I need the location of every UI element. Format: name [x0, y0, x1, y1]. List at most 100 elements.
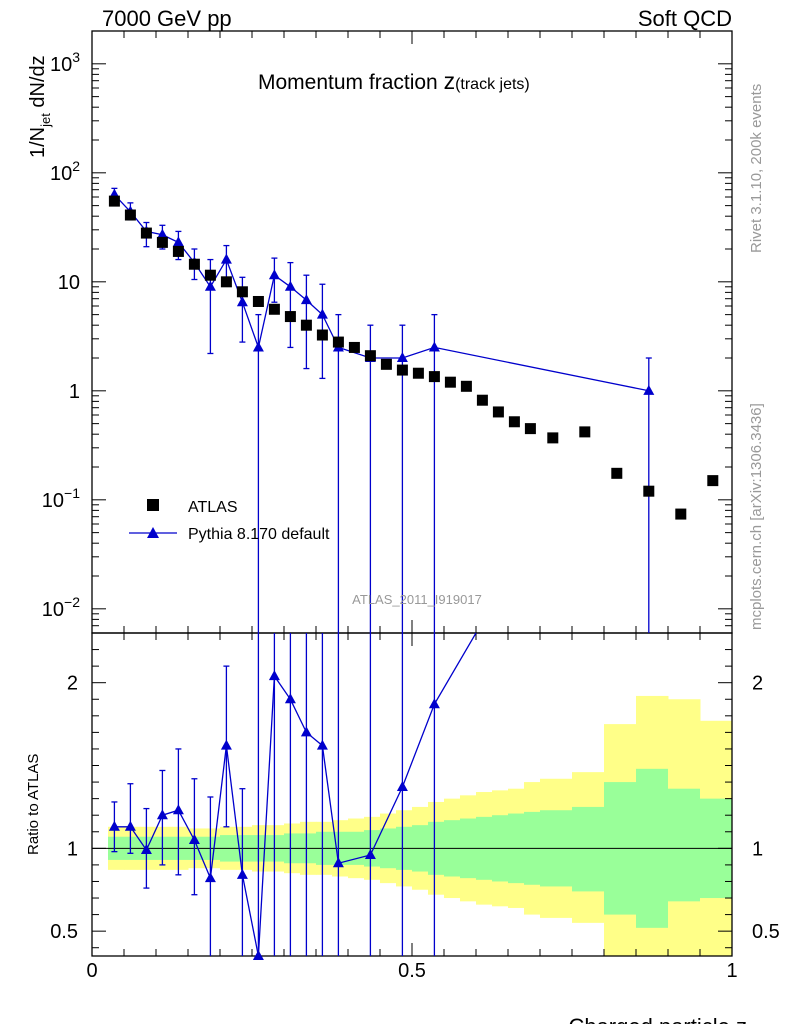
ratio-point	[124, 820, 136, 831]
pythia-point	[220, 253, 232, 264]
atlas-point	[524, 423, 536, 435]
ratio-point	[156, 809, 168, 820]
atlas-point	[284, 311, 296, 323]
atlas-point	[188, 258, 200, 270]
atlas-point	[140, 227, 152, 239]
atlas-point	[236, 286, 248, 298]
pythia-point	[172, 236, 184, 247]
ratio-point	[108, 820, 120, 831]
legend-atlas-label: ATLAS	[188, 499, 238, 516]
pythia-point	[316, 308, 328, 319]
pythia-point	[643, 384, 655, 395]
ratio-point	[428, 698, 440, 709]
atlas-point	[268, 303, 280, 315]
y-axis-label-main: 1/Njet dN/dz	[27, 55, 53, 158]
pythia-point	[396, 352, 408, 363]
band-inner-bin	[572, 806, 605, 892]
y-axis-label-ratio: Ratio to ATLAS	[25, 754, 42, 855]
atlas-point	[220, 276, 232, 288]
atlas-point	[396, 364, 408, 376]
atlas-point	[707, 475, 719, 487]
ratio-point	[284, 693, 296, 704]
pythia-point	[428, 341, 440, 352]
legend-pythia-marker	[147, 527, 159, 538]
atlas-point	[460, 380, 472, 392]
legend-atlas-marker	[147, 499, 159, 511]
y-tick-label-main: 10−2	[42, 594, 80, 621]
x-axis-label: Charged particle z	[568, 1014, 747, 1024]
y-tick-label-ratio-left: 0.5	[50, 921, 78, 943]
ratio-point	[364, 848, 376, 859]
atlas-point	[675, 508, 687, 520]
ratio-point	[220, 739, 232, 750]
ratio-point	[316, 739, 328, 750]
ratio-point	[300, 726, 312, 737]
y-tick-label-main: 10−1	[42, 485, 80, 512]
y-tick-label-ratio-right: 1	[752, 838, 763, 860]
y-tick-label-ratio-left: 1	[67, 838, 78, 860]
atlas-point	[204, 269, 216, 281]
atlas-point	[508, 416, 520, 428]
ratio-series	[108, 632, 477, 960]
pythia-point	[300, 294, 312, 305]
atlas-point	[611, 467, 623, 479]
ratio-point	[140, 843, 152, 854]
pythia-point	[156, 228, 168, 239]
ratio-point	[268, 670, 280, 681]
atlas-point	[124, 209, 136, 221]
y-tick-label-main: 103	[50, 49, 80, 76]
atlas-point	[412, 367, 424, 379]
ratio-point	[204, 872, 216, 883]
x-tick-label: 0	[86, 960, 97, 982]
ratio-point	[252, 950, 264, 960]
atlas-point	[444, 376, 456, 388]
energy-label: 7000 GeV pp	[102, 6, 232, 31]
atlas-point	[252, 295, 264, 307]
atlas-point	[332, 336, 344, 348]
ratio-point	[172, 804, 184, 815]
category-label: Soft QCD	[637, 6, 732, 31]
analysis-watermark: ATLAS_2011_I919017	[352, 592, 482, 607]
atlas-series	[108, 195, 719, 520]
band-inner-bin	[668, 788, 701, 902]
plot-title: Momentum fraction z(track jets)	[258, 68, 530, 94]
atlas-point	[380, 358, 392, 370]
atlas-point	[547, 432, 559, 444]
atlas-point	[172, 245, 184, 257]
legend: ATLAS Pythia 8.170 default	[129, 499, 330, 543]
x-tick-label: 1	[726, 960, 737, 982]
y-tick-label-ratio-right: 2	[752, 673, 763, 695]
atlas-point	[108, 195, 120, 207]
y-tick-label-main: 10	[58, 272, 80, 294]
pythia-point	[268, 269, 280, 280]
pythia-point	[204, 280, 216, 291]
atlas-point	[476, 394, 488, 406]
axis-ticks: 0 0.5 1 10−2 10−1 1 10 102 103 0.5 0.5 1 1 2 2	[42, 30, 780, 982]
atlas-point	[348, 341, 360, 353]
ratio-point	[236, 868, 248, 879]
atlas-point	[156, 236, 168, 248]
y-tick-label-ratio-left: 2	[67, 673, 78, 695]
y-tick-label-main: 1	[69, 381, 80, 403]
pythia-series	[108, 187, 655, 633]
y-tick-label-main: 102	[50, 158, 80, 185]
pythia-point	[252, 341, 264, 352]
atlas-point	[364, 350, 376, 362]
ratio-point	[332, 857, 344, 868]
ratio-uncertainty-band	[108, 695, 733, 956]
x-tick-label: 0.5	[398, 960, 426, 982]
ratio-line	[114, 632, 477, 957]
rivet-label: Rivet 3.1.10, 200k events	[748, 84, 765, 253]
y-tick-label-ratio-right: 0.5	[752, 921, 780, 943]
pythia-point	[236, 296, 248, 307]
atlas-point	[300, 319, 312, 331]
legend-pythia-label: Pythia 8.170 default	[188, 526, 330, 543]
atlas-point	[643, 485, 655, 497]
mcplots-label: mcplots.cern.ch [arXiv:1306.3436]	[748, 403, 765, 630]
atlas-point	[579, 426, 591, 438]
atlas-point	[316, 329, 328, 341]
ratio-point	[188, 834, 200, 845]
ratio-point	[396, 781, 408, 792]
atlas-point	[492, 406, 504, 418]
